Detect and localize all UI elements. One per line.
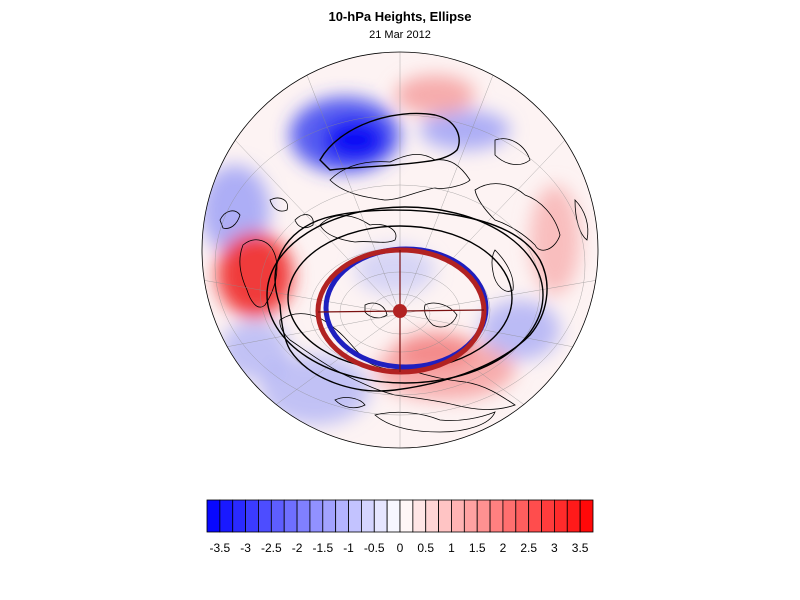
ellipse-center-marker: [393, 304, 407, 318]
colorbar-tick-label: -0.5: [364, 541, 385, 555]
colorbar-tick-label: -2.5: [261, 541, 282, 555]
globe-outline: [201, 51, 599, 449]
negative-anomaly-sw: [220, 320, 290, 380]
polar-height-anomaly-map: [201, 51, 599, 449]
coastlines: [219, 138, 589, 433]
colorbar-box: [489, 499, 504, 533]
colorbar-box: [399, 499, 414, 533]
colorbar-box: [502, 499, 517, 533]
positive-anomaly-west: [217, 233, 293, 317]
contour-north-trough: [319, 112, 460, 171]
colorbar-box: [438, 499, 452, 533]
map-date: 21 Mar 2012: [369, 29, 431, 41]
colorbar-box: [309, 499, 324, 533]
contour-middle: [266, 206, 544, 384]
colorbar-tick-label: 1: [448, 541, 455, 555]
colorbar-box: [322, 499, 337, 533]
positive-anomaly-north: [395, 75, 475, 115]
colorbar-box: [296, 499, 311, 533]
colorbar-box: [206, 499, 221, 533]
colorbar-box: [360, 499, 375, 533]
colorbar-box: [219, 499, 234, 533]
colorbar-box: [348, 499, 362, 533]
colorbar-box: [373, 499, 388, 533]
colorbar-box: [386, 499, 401, 533]
colorbar-tick-label: -1: [343, 541, 354, 555]
colorbar-box: [579, 499, 594, 533]
graticule: [202, 52, 598, 448]
colorbar-box: [566, 499, 581, 533]
colorbar-tick-label: 2.5: [520, 541, 537, 555]
colorbar-box: [245, 499, 259, 533]
colorbar-box: [270, 499, 285, 533]
colorbar-box: [232, 499, 247, 533]
fitted-ellipse-outer: [315, 247, 487, 375]
colorbar-tick-label: -3.5: [210, 541, 231, 555]
colorbar-tick-label: 3.5: [572, 541, 589, 555]
negative-anomaly-center: [355, 245, 435, 295]
colorbar-box: [463, 499, 478, 533]
positive-anomaly-east: [530, 185, 580, 295]
colorbar-box: [515, 499, 530, 533]
colorbar-tick-label: 2: [500, 541, 507, 555]
contour-outer: [274, 209, 548, 392]
colorbar-box: [541, 499, 555, 533]
colorbar-tick-label: 0: [397, 541, 404, 555]
colorbar-box: [335, 499, 349, 533]
colorbar-box: [476, 499, 491, 533]
negative-anomaly-west: [202, 165, 270, 255]
colorbar-tick-label: -2: [292, 541, 303, 555]
map-title: 10-hPa Heights, Ellipse: [328, 9, 472, 24]
colorbar-box: [283, 499, 298, 533]
colorbar-tick-label: 0.5: [417, 541, 434, 555]
colorbar-box: [425, 499, 440, 533]
colorbar-tick-label: -3: [240, 541, 251, 555]
colorbar-box: [258, 499, 272, 533]
colorbar-box: [412, 499, 427, 533]
colorbar-box: [553, 499, 568, 533]
colorbar-box: [451, 499, 465, 533]
colorbar-tick-label: 1.5: [469, 541, 486, 555]
negative-anomaly-ne: [420, 110, 510, 150]
colorbar-box: [528, 499, 542, 533]
colorbar: -3.5 -3 -2.5 -2 -1.5 -1 -0.5 0 0.5 1 1.5 2 2.5 3 3.5: [206, 499, 594, 555]
colorbar-tick-label: -1.5: [312, 541, 333, 555]
negative-anomaly-north-core: [325, 120, 385, 160]
colorbar-tick-label: 3: [551, 541, 558, 555]
